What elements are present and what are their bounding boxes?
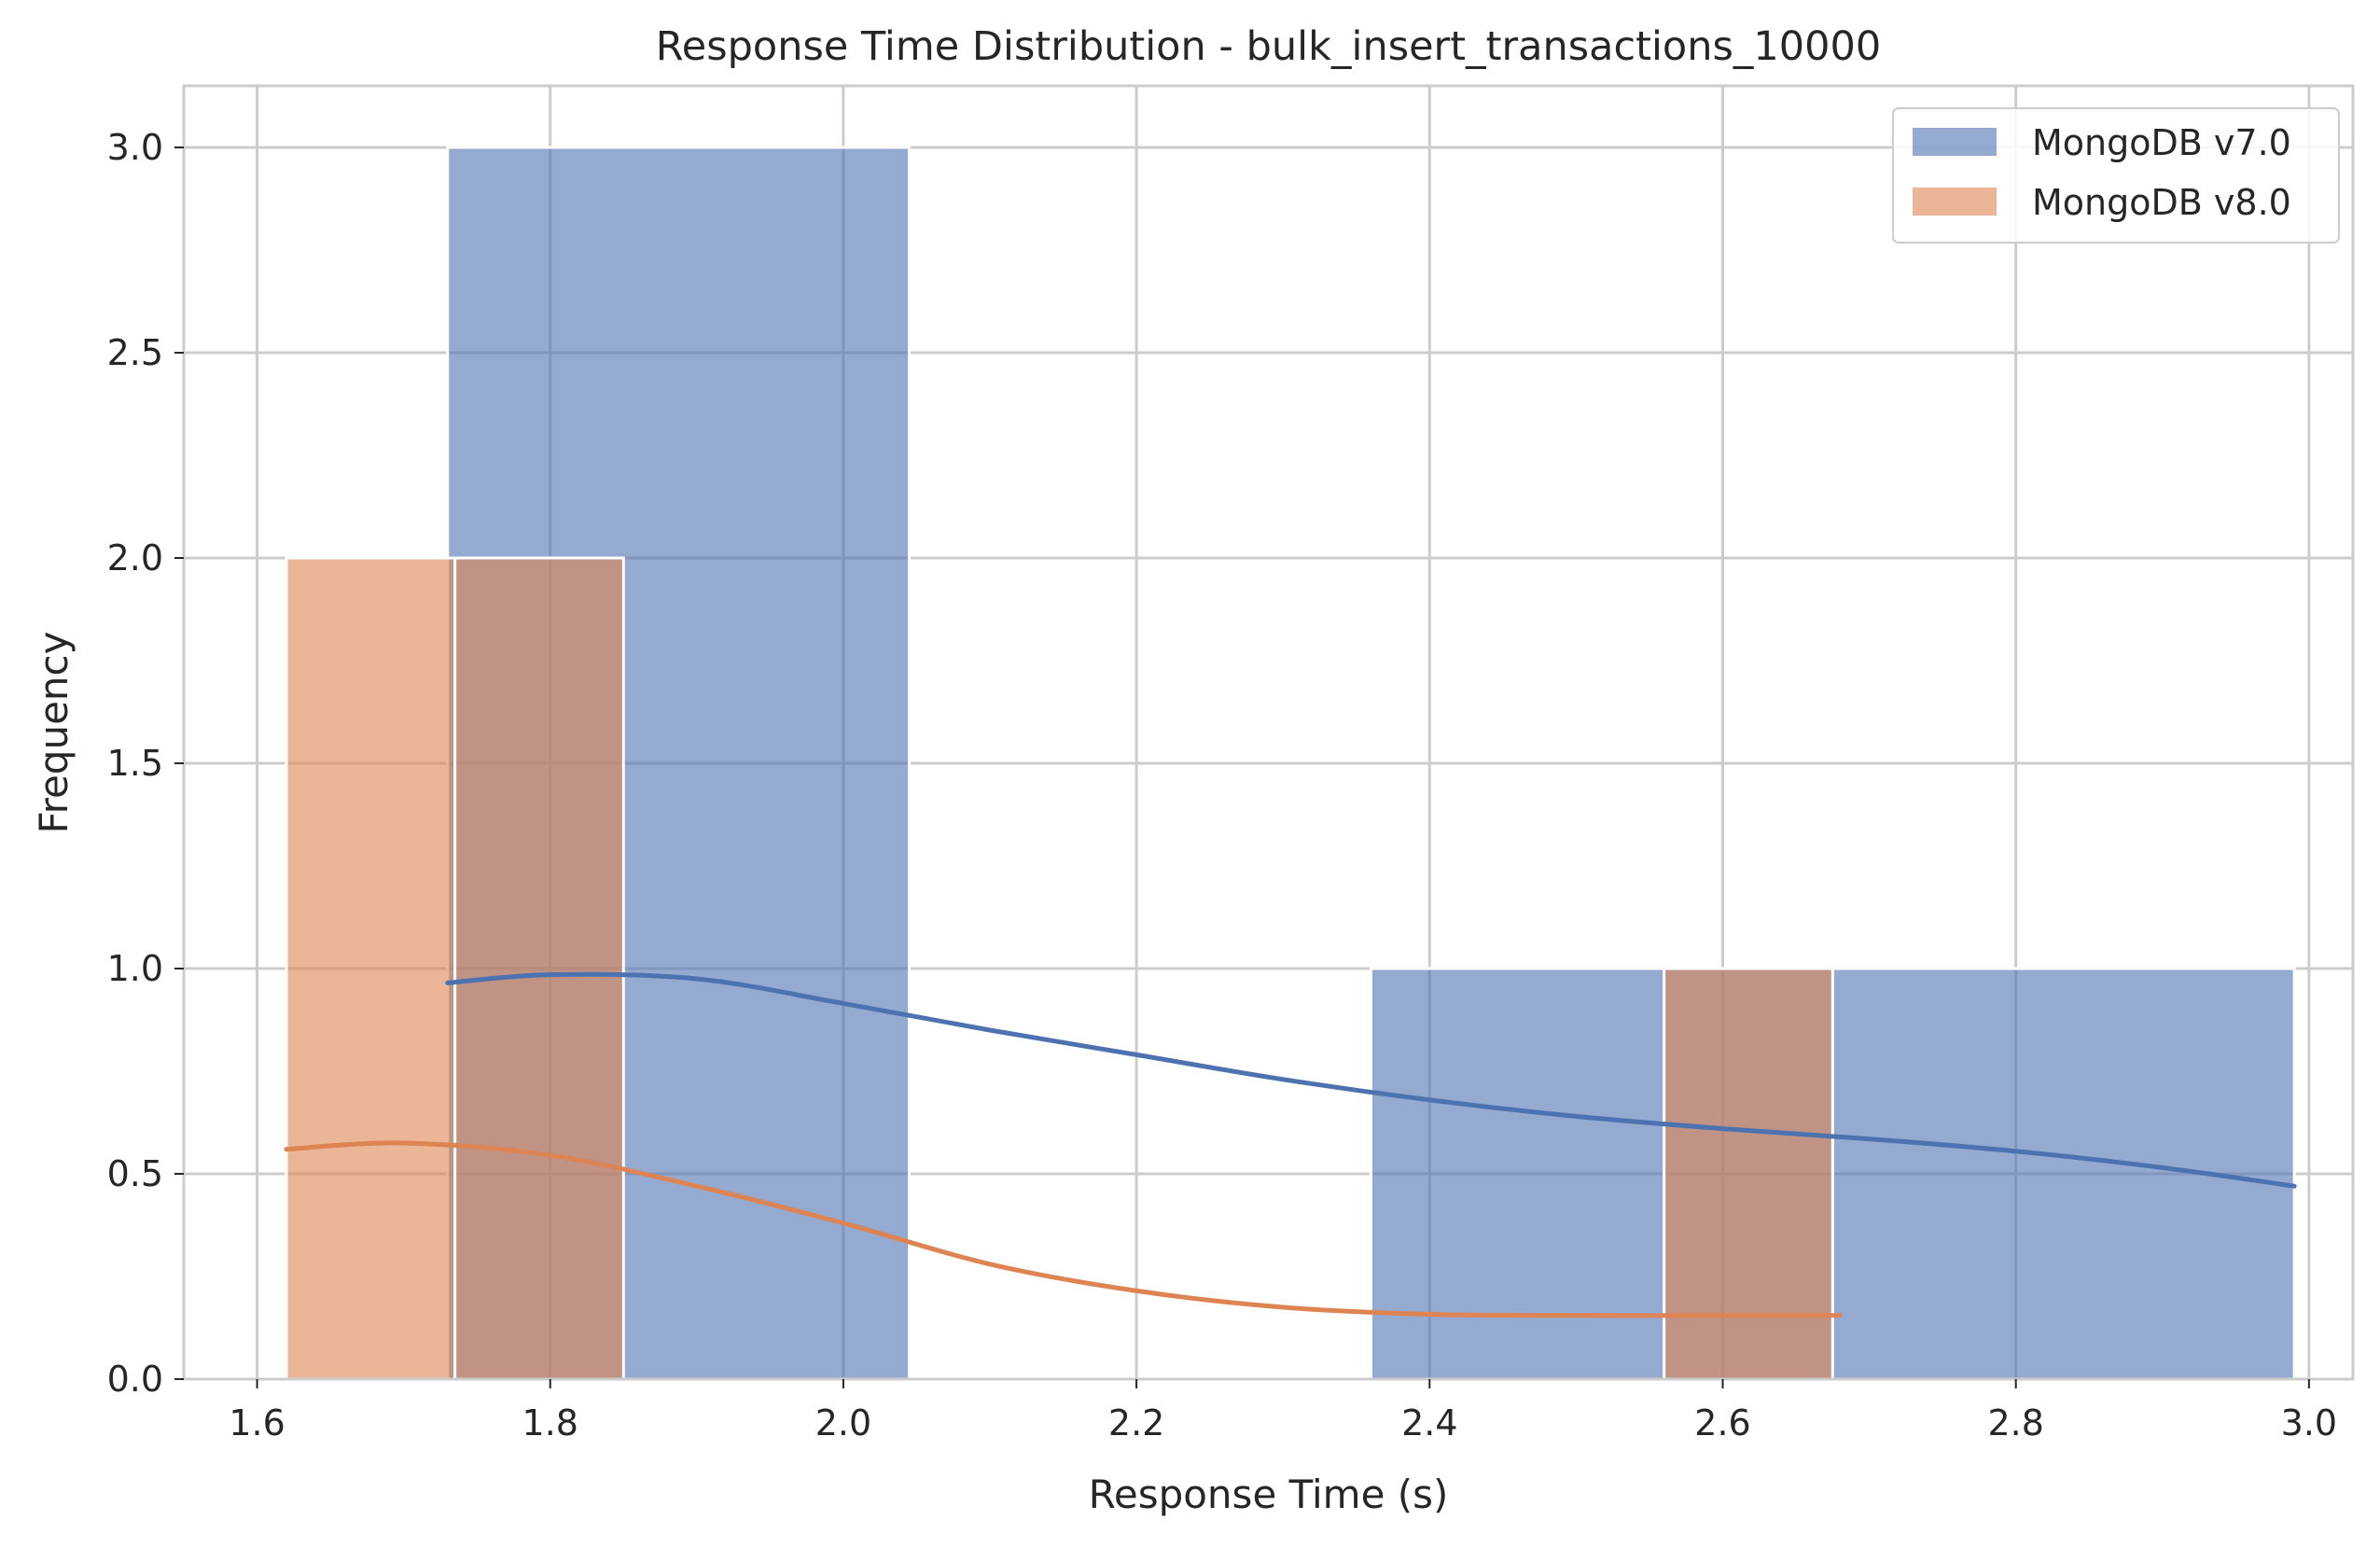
y-tick-label-2: 1.0 xyxy=(107,948,163,989)
plot-area-frame xyxy=(182,84,2355,1381)
legend: MongoDB v7.0 MongoDB v8.0 xyxy=(1892,107,2340,244)
kde-curve-mongodb-v8-0 xyxy=(284,1140,1843,1318)
legend-label-mongodb-v8: MongoDB v8.0 xyxy=(2032,182,2291,223)
y-tick-label-0: 0.0 xyxy=(107,1359,163,1400)
y-tick-label-4: 2.0 xyxy=(107,537,163,579)
x-tick-label-2: 2.0 xyxy=(815,1402,871,1443)
bar-mongodb-v8-0-1 xyxy=(453,556,625,1381)
chart-title: Response Time Distribution - bulk_insert… xyxy=(656,23,1881,70)
legend-swatch-mongodb-v8 xyxy=(1913,188,1997,216)
legend-box xyxy=(1892,107,2340,244)
x-tick-label-3: 2.2 xyxy=(1108,1402,1164,1443)
x-tick-label-6: 2.8 xyxy=(1987,1402,2043,1443)
x-axis-ticks: 1.6 1.8 2.0 2.2 2.4 2.6 2.8 3.0 xyxy=(229,1379,2337,1443)
x-tick-label-0: 1.6 xyxy=(229,1402,285,1443)
kde-curves xyxy=(284,971,2297,1318)
y-tick-label-1: 0.5 xyxy=(107,1153,163,1194)
y-tick-label-5: 2.5 xyxy=(107,332,163,373)
legend-label-mongodb-v7: MongoDB v7.0 xyxy=(2032,122,2291,163)
y-tick-label-3: 1.5 xyxy=(107,743,163,784)
kde-curve-mongodb-v7-0 xyxy=(445,971,2297,1189)
histogram-bars xyxy=(285,146,2296,1381)
bar-mongodb-v8-0-0 xyxy=(285,556,457,1381)
y-tick-label-6: 3.0 xyxy=(107,127,163,168)
x-tick-label-7: 3.0 xyxy=(2281,1402,2337,1443)
x-tick-label-4: 2.4 xyxy=(1401,1402,1457,1443)
x-tick-label-5: 2.6 xyxy=(1694,1402,1750,1443)
y-axis-ticks: 0.0 0.5 1.0 1.5 2.0 2.5 3.0 xyxy=(107,127,184,1400)
x-axis-title: Response Time (s) xyxy=(1089,1471,1449,1517)
legend-swatch-mongodb-v7 xyxy=(1913,128,1997,156)
y-axis-title: Frequency xyxy=(31,632,77,834)
bars-mongodb-v8-0 xyxy=(285,556,1834,1381)
x-tick-label-1: 1.8 xyxy=(522,1402,578,1443)
